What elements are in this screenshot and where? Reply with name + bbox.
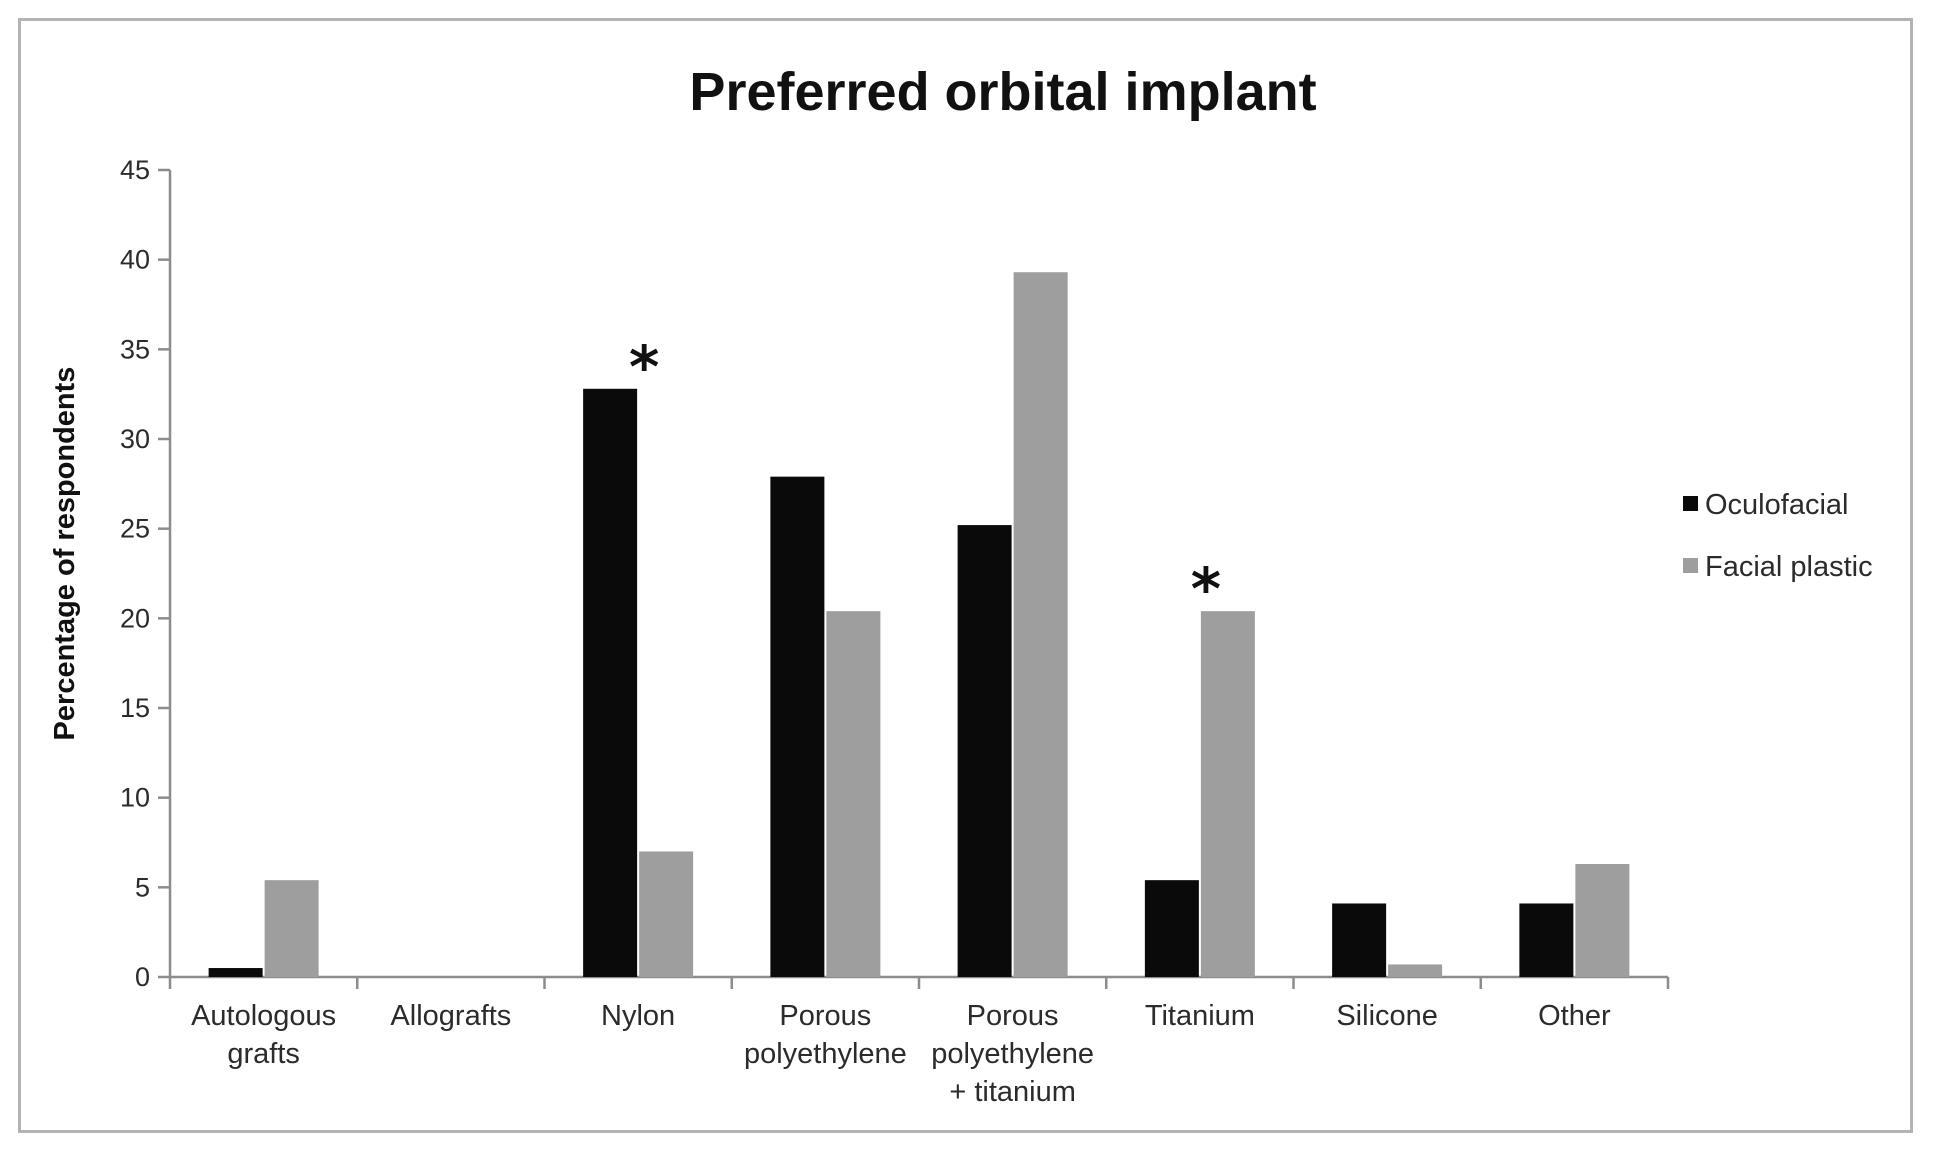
bar-facial-plastic: [1013, 272, 1068, 978]
x-category-label: Porous: [779, 1000, 871, 1032]
x-category-label: polyethylene: [744, 1038, 907, 1070]
y-tick-label: 10: [120, 783, 150, 813]
bar-facial-plastic: [1575, 864, 1630, 977]
y-tick-label: 20: [120, 603, 150, 633]
x-category-label: Allografts: [390, 1000, 511, 1032]
x-category-label: Autologous: [191, 1000, 336, 1032]
y-tick-label: 15: [120, 693, 150, 723]
y-tick-label: 25: [120, 514, 150, 544]
bar-facial-plastic: [639, 851, 694, 977]
x-category-label: grafts: [227, 1038, 300, 1070]
bar-oculofacial: [208, 968, 263, 977]
y-tick-label: 30: [120, 424, 150, 454]
x-category-label: + titanium: [949, 1076, 1076, 1108]
x-category-label: Titanium: [1145, 1000, 1255, 1032]
bar-facial-plastic: [264, 880, 319, 977]
bar-facial-plastic: [1388, 964, 1443, 977]
legend-swatch: [1683, 496, 1698, 511]
y-tick-label: 40: [120, 245, 150, 275]
y-tick-label: 0: [135, 962, 150, 992]
x-category-label: polyethylene: [931, 1038, 1094, 1070]
legend-label: Facial plastic: [1705, 551, 1873, 583]
y-tick-label: 5: [135, 872, 150, 902]
significance-asterisk: *: [1191, 555, 1221, 623]
x-category-label: Nylon: [601, 1000, 675, 1032]
y-axis-title: Percentage of respondents: [49, 367, 81, 741]
y-tick-label: 45: [120, 155, 150, 185]
bar-oculofacial: [1144, 880, 1199, 977]
bar-oculofacial: [1519, 903, 1574, 977]
chart-title: Preferred orbital implant: [689, 62, 1316, 122]
x-category-label: Porous: [967, 1000, 1059, 1032]
bar-oculofacial: [770, 476, 825, 977]
bar-oculofacial: [583, 388, 638, 978]
significance-asterisk: *: [629, 333, 659, 401]
bar-facial-plastic: [826, 611, 881, 977]
bar-oculofacial: [957, 525, 1012, 977]
x-category-label: Silicone: [1336, 1000, 1438, 1032]
bar-facial-plastic: [1200, 611, 1255, 977]
x-category-label: Other: [1538, 1000, 1611, 1032]
legend-label: Oculofacial: [1705, 489, 1848, 521]
bar-oculofacial: [1332, 903, 1387, 977]
y-tick-label: 35: [120, 334, 150, 364]
legend-swatch: [1683, 558, 1698, 573]
